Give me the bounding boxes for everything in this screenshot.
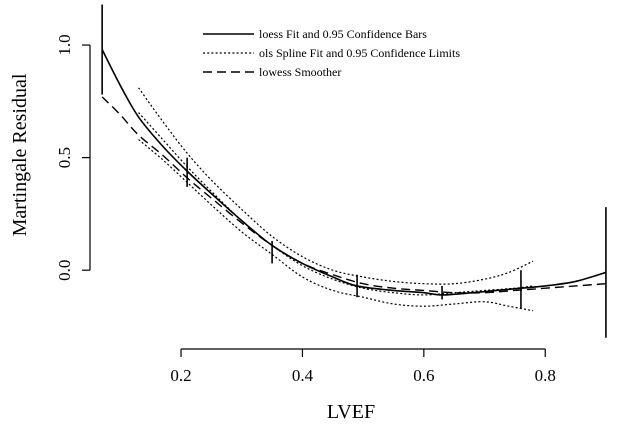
confidence-bars	[101, 4, 607, 338]
legend-label-lowess: lowess Smoother	[259, 65, 341, 79]
y-tick-label-0.0: 0.0	[55, 260, 74, 281]
x-tick-label-0.2: 0.2	[170, 366, 191, 385]
y-tick-label-0.5: 0.5	[55, 147, 74, 168]
legend-label-ols: ols Spline Fit and 0.95 Confidence Limit…	[259, 46, 460, 60]
y-axis-title: Martingale Residual	[9, 73, 31, 236]
legend: loess Fit and 0.95 Confidence Bars ols S…	[203, 27, 460, 79]
x-tick-label-0.6: 0.6	[413, 366, 434, 385]
series-ols-spline-fit	[138, 112, 534, 296]
x-tick-label-0.8: 0.8	[535, 366, 556, 385]
axes: 0.2 0.4 0.6 0.8 0.0 0.5 1.0	[55, 34, 556, 385]
legend-label-loess: loess Fit and 0.95 Confidence Bars	[259, 27, 427, 41]
series-lowess-smoother	[101, 96, 606, 294]
y-tick-label-1.0: 1.0	[55, 34, 74, 55]
x-axis-title: LVEF	[327, 401, 375, 423]
x-axis-ticks: 0.2 0.4 0.6 0.8	[170, 349, 556, 385]
plot-curves	[101, 49, 607, 312]
y-axis-ticks: 0.0 0.5 1.0	[55, 34, 90, 281]
series-loess-fit	[101, 49, 607, 296]
x-tick-label-0.4: 0.4	[292, 366, 314, 385]
series-ols-lower-0-95-limit	[138, 139, 534, 312]
series-ols-upper-0-95-limit	[138, 87, 534, 285]
